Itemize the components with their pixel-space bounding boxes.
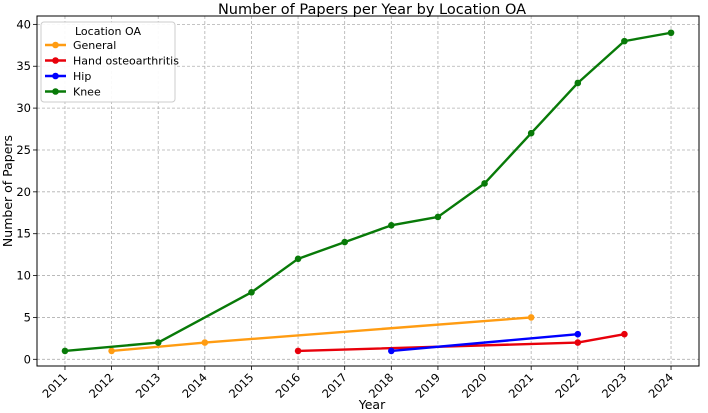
x-tick-label: 2012 <box>86 370 117 401</box>
x-tick-label: 2021 <box>506 370 537 401</box>
hand-osteoarthritis-point <box>621 330 628 338</box>
hip-point <box>574 330 582 338</box>
legend-entry-hip: Hip <box>45 70 91 83</box>
knee-point <box>61 347 69 355</box>
legend: Location OA General Hand osteoarthritis Hi… <box>40 21 179 103</box>
y-tick-label: 5 <box>24 310 31 324</box>
y-tick-label: 0 <box>24 352 31 366</box>
hand-osteoarthritis-point <box>294 347 302 355</box>
hip-point <box>388 347 395 355</box>
legend-label: Knee <box>73 86 101 99</box>
series-hip <box>388 330 582 355</box>
general-point <box>527 314 535 321</box>
x-tick-label: 2016 <box>273 370 304 401</box>
legend-entry-general: General <box>45 39 116 52</box>
series-knee <box>61 29 675 355</box>
knee-point <box>667 29 675 37</box>
y-axis-label: Number of Papers <box>0 135 15 247</box>
hip-line <box>391 332 578 353</box>
chart-title: Number of Papers per Year by Location OA <box>218 2 526 18</box>
knee-point <box>294 255 302 263</box>
x-tick-label: 2011 <box>39 370 70 401</box>
knee-point <box>434 213 442 221</box>
series-general <box>108 314 535 355</box>
plot-frame <box>36 15 700 367</box>
hand-osteoarthritis-point <box>574 339 582 346</box>
y-tick-label: 25 <box>16 143 31 157</box>
legend-entry-knee: Knee <box>45 86 101 99</box>
legend-label: General <box>73 39 116 52</box>
legend-marker-swatch <box>52 57 59 64</box>
legend-title: Location OA <box>75 25 141 38</box>
legend-marker-swatch <box>52 72 59 80</box>
y-tick-label: 30 <box>16 101 31 115</box>
x-tick-label: 2013 <box>133 370 164 401</box>
y-tick-label: 20 <box>16 185 31 199</box>
general-point <box>108 347 115 355</box>
y-tick-label: 40 <box>16 17 31 31</box>
knee-line <box>64 31 672 353</box>
legend-marker-swatch <box>52 41 59 49</box>
legend-label: Hand osteoarthritis <box>73 55 179 68</box>
legend-marker-swatch <box>52 88 59 95</box>
knee-point <box>248 289 255 296</box>
knee-point <box>154 339 162 346</box>
x-tick-label: 2022 <box>552 370 583 401</box>
general-point <box>201 339 209 346</box>
x-tick-label: 2014 <box>179 370 210 401</box>
y-axis-ticks: 0 5 10 15 20 25 30 35 40 <box>16 17 37 366</box>
legend-entry-hand-osteoarthritis: Hand osteoarthritis <box>45 55 179 68</box>
x-tick-label: 2020 <box>459 370 490 401</box>
knee-point <box>527 129 535 137</box>
x-tick-label: 2017 <box>319 370 350 401</box>
y-tick-label: 35 <box>16 59 31 73</box>
x-tick-label: 2015 <box>226 370 257 401</box>
series-lines <box>61 29 675 355</box>
y-tick-label: 10 <box>16 269 31 283</box>
y-tick-label: 15 <box>16 227 31 241</box>
knee-point <box>621 37 628 45</box>
knee-point <box>574 79 582 87</box>
legend-label: Hip <box>73 70 91 83</box>
x-tick-label: 2023 <box>599 370 630 401</box>
x-tick-label: 2019 <box>412 370 443 401</box>
x-axis-ticks: 2011 2012 2013 2014 2015 2016 2017 2018 2019 2020… <box>39 366 676 401</box>
x-axis-label: Year <box>358 397 386 412</box>
legend-box <box>40 21 176 103</box>
knee-point <box>341 238 348 246</box>
grid <box>37 16 699 366</box>
knee-point <box>388 222 395 229</box>
knee-point <box>481 180 488 187</box>
x-tick-label: 2024 <box>646 370 677 401</box>
